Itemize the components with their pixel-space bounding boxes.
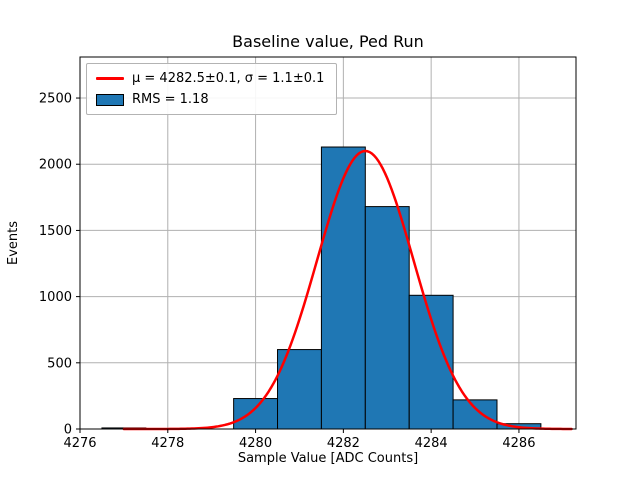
legend-patch-sample [96, 93, 124, 106]
histogram-bar [233, 398, 279, 430]
legend-line-sample [96, 77, 124, 80]
histogram-bar [452, 399, 498, 430]
x-tick-label: 4278 [151, 436, 184, 451]
legend-entry-rms: RMS = 1.18 [96, 92, 324, 107]
y-tick-label: 2000 [39, 158, 72, 173]
y-tick-label: 500 [47, 356, 72, 371]
x-axis-label: Sample Value [ADC Counts] [238, 451, 418, 466]
legend: μ = 4282.5±0.1, σ = 1.1±0.1 RMS = 1.18 [86, 63, 338, 115]
gaussian-fit-curve [122, 149, 573, 431]
x-tick-label: 4284 [415, 436, 448, 451]
legend-fit-label: μ = 4282.5±0.1, σ = 1.1±0.1 [132, 71, 325, 86]
y-tick-label: 0 [64, 423, 72, 438]
histogram-bar [320, 146, 366, 430]
histogram-bar [364, 206, 410, 430]
x-tick-label: 4276 [63, 436, 96, 451]
legend-entry-fit: μ = 4282.5±0.1, σ = 1.1±0.1 [96, 71, 324, 86]
y-tick-label: 1000 [39, 290, 72, 305]
y-axis-label: Events [6, 221, 21, 265]
fit-curve-path [122, 149, 573, 431]
y-tick-label: 1500 [39, 224, 72, 239]
x-tick-label: 4286 [502, 436, 535, 451]
x-tick-label: 4280 [239, 436, 272, 451]
x-tick-label: 4282 [327, 436, 360, 451]
chart-title: Baseline value, Ped Run [232, 32, 424, 51]
ticks-layer: 4276 4278 4280 4282 4284 4286 0 500 1000 1500 2000… [39, 92, 536, 451]
axes-frame [79, 56, 577, 430]
legend-rms-label: RMS = 1.18 [132, 92, 209, 107]
y-tick-label: 2500 [39, 92, 72, 107]
